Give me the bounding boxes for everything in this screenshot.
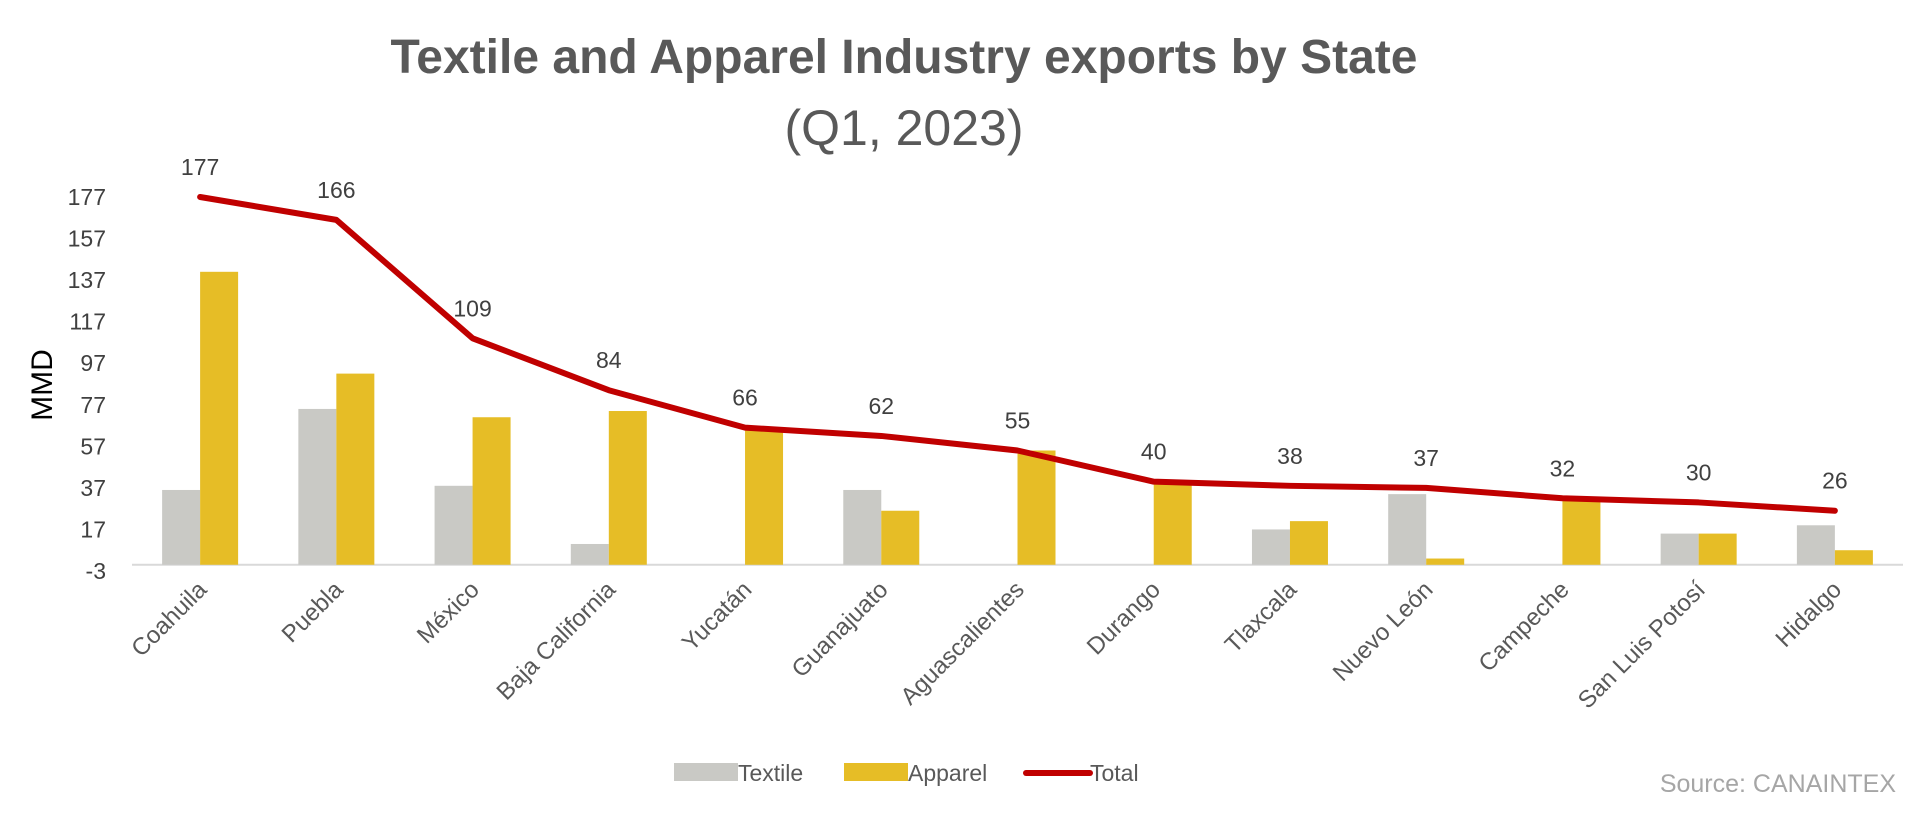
bar-textile bbox=[843, 489, 882, 565]
y-tick-label: 157 bbox=[68, 226, 106, 252]
data-label: 177 bbox=[181, 154, 219, 180]
data-label: 40 bbox=[1141, 439, 1167, 465]
bar-apparel bbox=[336, 373, 375, 565]
x-category-label: Aguascalientes bbox=[896, 576, 1030, 710]
y-tick-label: 17 bbox=[80, 516, 106, 542]
y-tick-label: 97 bbox=[80, 350, 106, 376]
bar-textile bbox=[1660, 533, 1699, 565]
data-labels-layer: 177 166 109 84 66 62 55 40 38 37 32 30 26 bbox=[181, 154, 1848, 494]
bar-textile bbox=[1388, 494, 1427, 565]
bar-textile bbox=[1796, 525, 1835, 565]
data-label: 66 bbox=[732, 385, 758, 411]
x-category-label: México bbox=[412, 576, 485, 649]
bar-textile bbox=[1251, 529, 1290, 565]
y-tick-label: 177 bbox=[68, 184, 106, 210]
bar-apparel bbox=[1698, 533, 1737, 565]
bar-apparel bbox=[745, 427, 784, 565]
y-tick-label: 77 bbox=[80, 392, 106, 418]
bar-apparel bbox=[200, 271, 239, 565]
data-label: 32 bbox=[1550, 455, 1576, 481]
x-category-label: Yucatán bbox=[677, 576, 757, 656]
legend: Textile Apparel Total bbox=[674, 760, 1139, 786]
legend-label-apparel: Apparel bbox=[908, 760, 987, 786]
x-category-label: Nuevo León bbox=[1328, 576, 1439, 687]
x-category-label: Guanajuato bbox=[787, 576, 894, 683]
bar-apparel bbox=[608, 411, 647, 565]
data-label: 55 bbox=[1005, 407, 1031, 433]
source-note: Source: CANAINTEX bbox=[1660, 770, 1897, 798]
x-category-label: Puebla bbox=[277, 576, 349, 648]
bar-apparel bbox=[472, 417, 511, 565]
bars-layer bbox=[162, 271, 1873, 565]
bar-apparel bbox=[1426, 558, 1465, 565]
bar-textile bbox=[434, 485, 473, 565]
y-tick-label: 117 bbox=[69, 309, 106, 335]
total-line bbox=[197, 194, 1838, 514]
chart-subtitle: (Q1, 2023) bbox=[784, 100, 1023, 156]
bar-apparel bbox=[1017, 450, 1056, 565]
bar-textile bbox=[162, 489, 201, 565]
legend-swatch-apparel bbox=[844, 763, 908, 781]
bar-apparel bbox=[1834, 550, 1873, 565]
bar-textile bbox=[570, 543, 609, 565]
x-category-label: Durango bbox=[1082, 576, 1166, 660]
legend-swatch-textile bbox=[674, 763, 738, 781]
data-label: 37 bbox=[1413, 445, 1439, 471]
data-label: 30 bbox=[1686, 459, 1712, 485]
bar-apparel bbox=[1289, 521, 1328, 565]
x-category-label: Baja California bbox=[492, 576, 622, 706]
x-category-label: Campeche bbox=[1474, 576, 1575, 677]
data-label: 84 bbox=[596, 347, 622, 373]
total-line-layer bbox=[197, 194, 1838, 514]
y-tick-label: 37 bbox=[80, 475, 106, 501]
bar-apparel bbox=[1562, 498, 1601, 565]
data-label: 26 bbox=[1822, 468, 1848, 494]
legend-label-total: Total bbox=[1090, 760, 1139, 786]
x-category-label: Tlaxcala bbox=[1220, 576, 1303, 659]
y-axis-ticks: 177 157 137 117 97 77 57 37 17 -3 bbox=[68, 184, 106, 584]
y-tick-label: 137 bbox=[68, 267, 106, 293]
bar-textile bbox=[298, 408, 337, 565]
chart-title: Textile and Apparel Industry exports by … bbox=[391, 31, 1418, 84]
bar-apparel bbox=[1153, 481, 1192, 565]
data-label: 109 bbox=[453, 295, 491, 321]
data-label: 62 bbox=[868, 393, 894, 419]
y-tick-label: 57 bbox=[80, 433, 106, 459]
x-category-label: Coahuila bbox=[126, 576, 213, 663]
x-category-label: San Luis Potosí bbox=[1573, 576, 1711, 714]
data-label: 166 bbox=[317, 177, 355, 203]
legend-label-textile: Textile bbox=[738, 760, 803, 786]
x-axis-categories: Coahuila Puebla México Baja California Yucat… bbox=[126, 576, 1847, 714]
bar-apparel bbox=[881, 510, 920, 565]
y-tick-label: -3 bbox=[86, 558, 106, 584]
data-label: 38 bbox=[1277, 443, 1303, 469]
y-axis-label: MMD bbox=[26, 349, 59, 421]
x-category-label: Hidalgo bbox=[1770, 576, 1847, 653]
